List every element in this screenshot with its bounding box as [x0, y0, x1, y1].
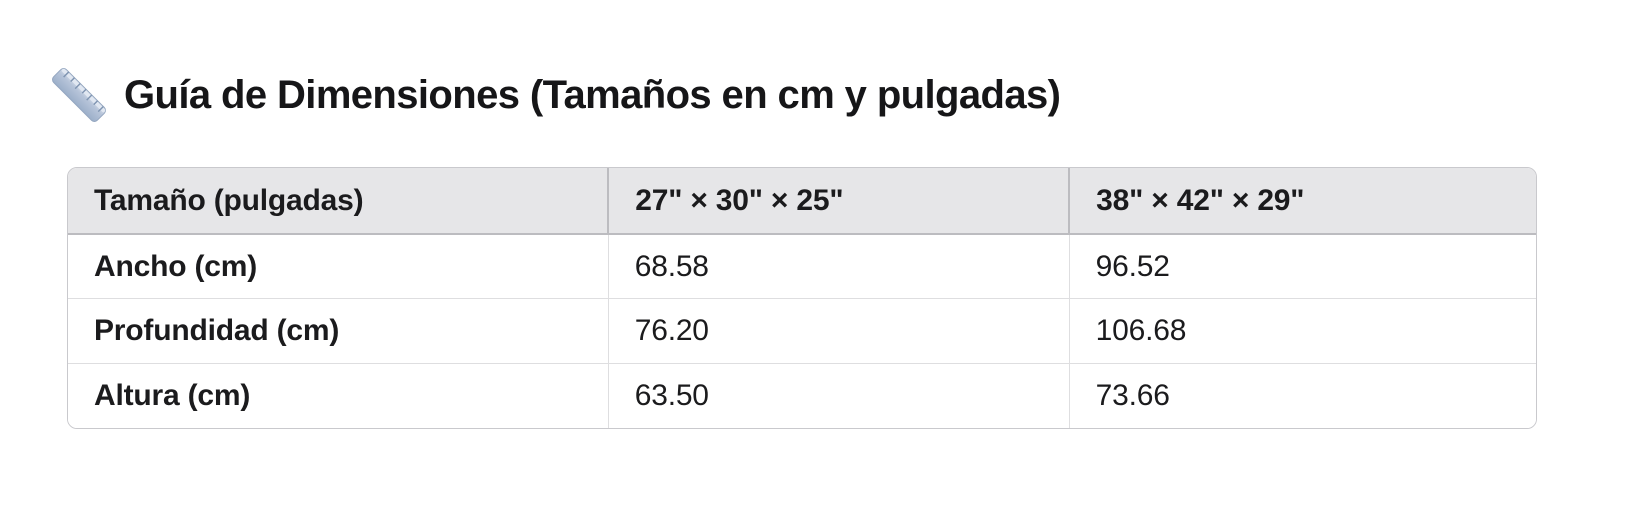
col-header-size-small: 27" × 30" × 25"	[607, 168, 1070, 235]
col-header-size-label: Tamaño (pulgadas)	[68, 168, 609, 235]
value-profundidad-small: 76.20	[607, 298, 1070, 364]
col-header-size-large: 38" × 42" × 29"	[1068, 168, 1536, 235]
row-label-ancho: Ancho (cm)	[68, 234, 609, 299]
table-row-ancho: Ancho (cm) 68.58 96.52	[68, 234, 1536, 299]
value-profundidad-large: 106.68	[1068, 298, 1536, 364]
value-altura-small: 63.50	[607, 363, 1070, 428]
table-row-altura: Altura (cm) 63.50 73.66	[68, 363, 1536, 428]
row-label-altura: Altura (cm)	[68, 363, 609, 428]
dimensions-table: Tamaño (pulgadas) 27" × 30" × 25" 38" × …	[68, 168, 1536, 428]
page-title: Guía de Dimensiones (Tamaños en cm y pul…	[124, 73, 1061, 117]
ruler-icon	[52, 68, 106, 122]
row-label-profundidad: Profundidad (cm)	[68, 298, 609, 364]
value-ancho-large: 96.52	[1068, 234, 1536, 299]
value-ancho-small: 68.58	[607, 234, 1070, 299]
page-header: Guía de Dimensiones (Tamaños en cm y pul…	[50, 66, 1636, 124]
table-header-row: Tamaño (pulgadas) 27" × 30" × 25" 38" × …	[68, 168, 1536, 235]
value-altura-large: 73.66	[1068, 363, 1536, 428]
dimensions-table-container: Tamaño (pulgadas) 27" × 30" × 25" 38" × …	[67, 167, 1537, 429]
table-row-profundidad: Profundidad (cm) 76.20 106.68	[68, 298, 1536, 364]
